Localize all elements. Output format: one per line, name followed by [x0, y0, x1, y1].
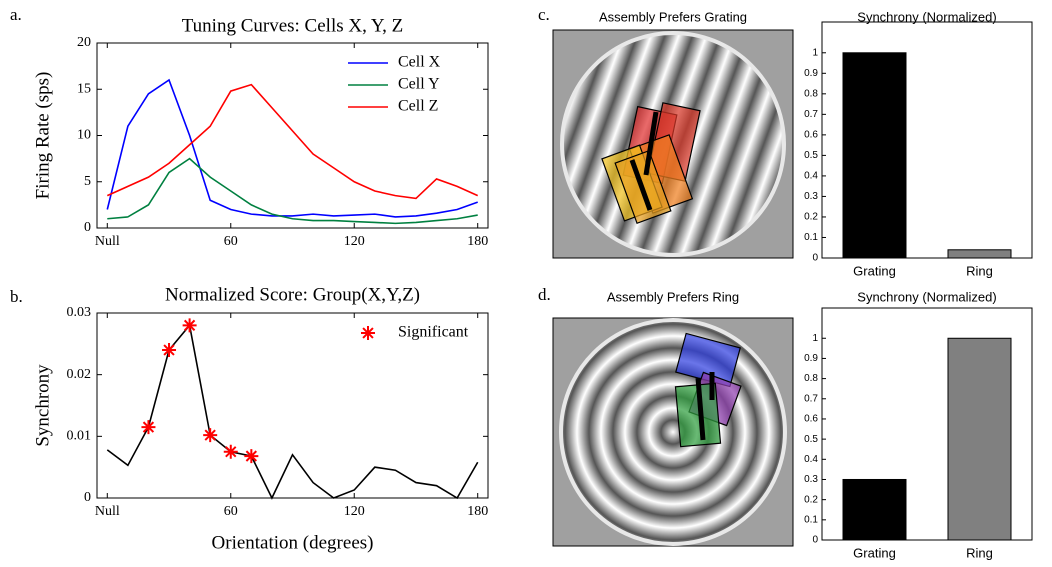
legend-label: Cell X — [398, 54, 441, 71]
y-tick-label: 0.02 — [67, 367, 92, 382]
x-tick-label: 60 — [224, 504, 238, 519]
chart-title: Synchrony (Normalized) — [857, 9, 996, 24]
bar — [842, 478, 907, 541]
y-tick-label: 0.4 — [804, 454, 818, 465]
panel-label: a. — [10, 5, 22, 24]
ring-stimulus — [552, 317, 794, 547]
plot-frame — [821, 21, 1033, 259]
x-tick-label: Grating — [853, 545, 896, 560]
y-tick-label: 0.2 — [804, 212, 818, 223]
x-tick-label: 120 — [344, 234, 365, 249]
y-tick-label: 10 — [77, 128, 91, 143]
stimulus-title: Assembly Prefers Ring — [607, 289, 739, 304]
y-tick-label: 0 — [84, 490, 91, 505]
y-tick-label: 0.9 — [804, 353, 818, 364]
bar — [947, 249, 1012, 259]
y-tick-label: 0.5 — [804, 434, 818, 445]
y-tick-label: 5 — [84, 174, 91, 189]
y-tick-label: 1 — [812, 333, 818, 344]
y-tick-label: 15 — [77, 81, 91, 96]
y-tick-label: 0.7 — [804, 393, 818, 404]
x-tick-label: Null — [95, 234, 120, 249]
y-tick-label: 0.9 — [804, 68, 818, 79]
legend-swatch — [361, 326, 375, 340]
y-tick-label: 0 — [812, 535, 818, 546]
y-axis-label: Synchrony — [32, 364, 53, 447]
significant-marker — [141, 420, 156, 435]
bar — [947, 337, 1012, 541]
x-tick-label: 180 — [467, 234, 488, 249]
plot-frame — [821, 307, 1033, 541]
y-tick-label: 0.3 — [804, 191, 818, 202]
legend-label: Significant — [398, 324, 469, 341]
x-tick-label: Ring — [966, 545, 993, 560]
y-tick-label: 0.6 — [804, 130, 818, 141]
y-tick-label: 0.3 — [804, 474, 818, 485]
significant-marker — [244, 449, 259, 464]
y-tick-label: 0 — [84, 220, 91, 235]
x-tick-label: Grating — [853, 263, 896, 278]
series-line — [107, 157, 478, 225]
panel-label: c. — [538, 5, 550, 24]
y-tick-label: 0.2 — [804, 494, 818, 505]
y-tick-label: 0.4 — [804, 171, 818, 182]
y-axis-label: Firing Rate (sps) — [32, 72, 53, 200]
y-tick-label: 0.8 — [804, 373, 818, 384]
x-tick-label: Ring — [966, 263, 993, 278]
series-line — [106, 83, 479, 200]
plot-frame — [96, 312, 489, 499]
y-tick-label: 0.8 — [804, 88, 818, 99]
x-tick-label: Null — [95, 504, 120, 519]
panel-label: d. — [538, 285, 551, 304]
series-line — [106, 323, 479, 500]
panel-label: b. — [10, 287, 23, 306]
y-tick-label: 0.1 — [804, 514, 818, 525]
legend-label: Cell Y — [398, 76, 440, 93]
y-tick-label: 0.5 — [804, 150, 818, 161]
x-tick-label: 180 — [467, 504, 488, 519]
significant-marker — [182, 318, 197, 333]
series-line — [106, 78, 478, 218]
y-tick-label: 0 — [812, 253, 818, 264]
y-tick-label: 1 — [812, 47, 818, 58]
legend-label: Cell Z — [398, 98, 438, 115]
bar — [842, 52, 907, 259]
plot-frame — [96, 42, 489, 229]
chart-title: Normalized Score: Group(X,Y,Z) — [165, 284, 420, 305]
grating-stimulus — [552, 29, 794, 259]
y-tick-label: 0.6 — [804, 414, 818, 425]
significant-marker — [203, 428, 218, 443]
significant-marker — [223, 444, 238, 459]
x-tick-label: 60 — [224, 234, 238, 249]
chart-title: Synchrony (Normalized) — [857, 289, 996, 304]
chart-title: Tuning Curves: Cells X, Y, Z — [182, 15, 404, 36]
x-tick-label: 120 — [344, 504, 365, 519]
significant-marker — [162, 343, 177, 357]
y-tick-label: 0.03 — [67, 305, 92, 320]
y-tick-label: 0.7 — [804, 109, 818, 120]
stimulus-title: Assembly Prefers Grating — [599, 9, 747, 24]
y-tick-label: 0.01 — [67, 429, 92, 444]
x-axis-label: Orientation (degrees) — [212, 532, 374, 553]
y-tick-label: 0.1 — [804, 232, 818, 243]
y-tick-label: 20 — [77, 35, 91, 50]
